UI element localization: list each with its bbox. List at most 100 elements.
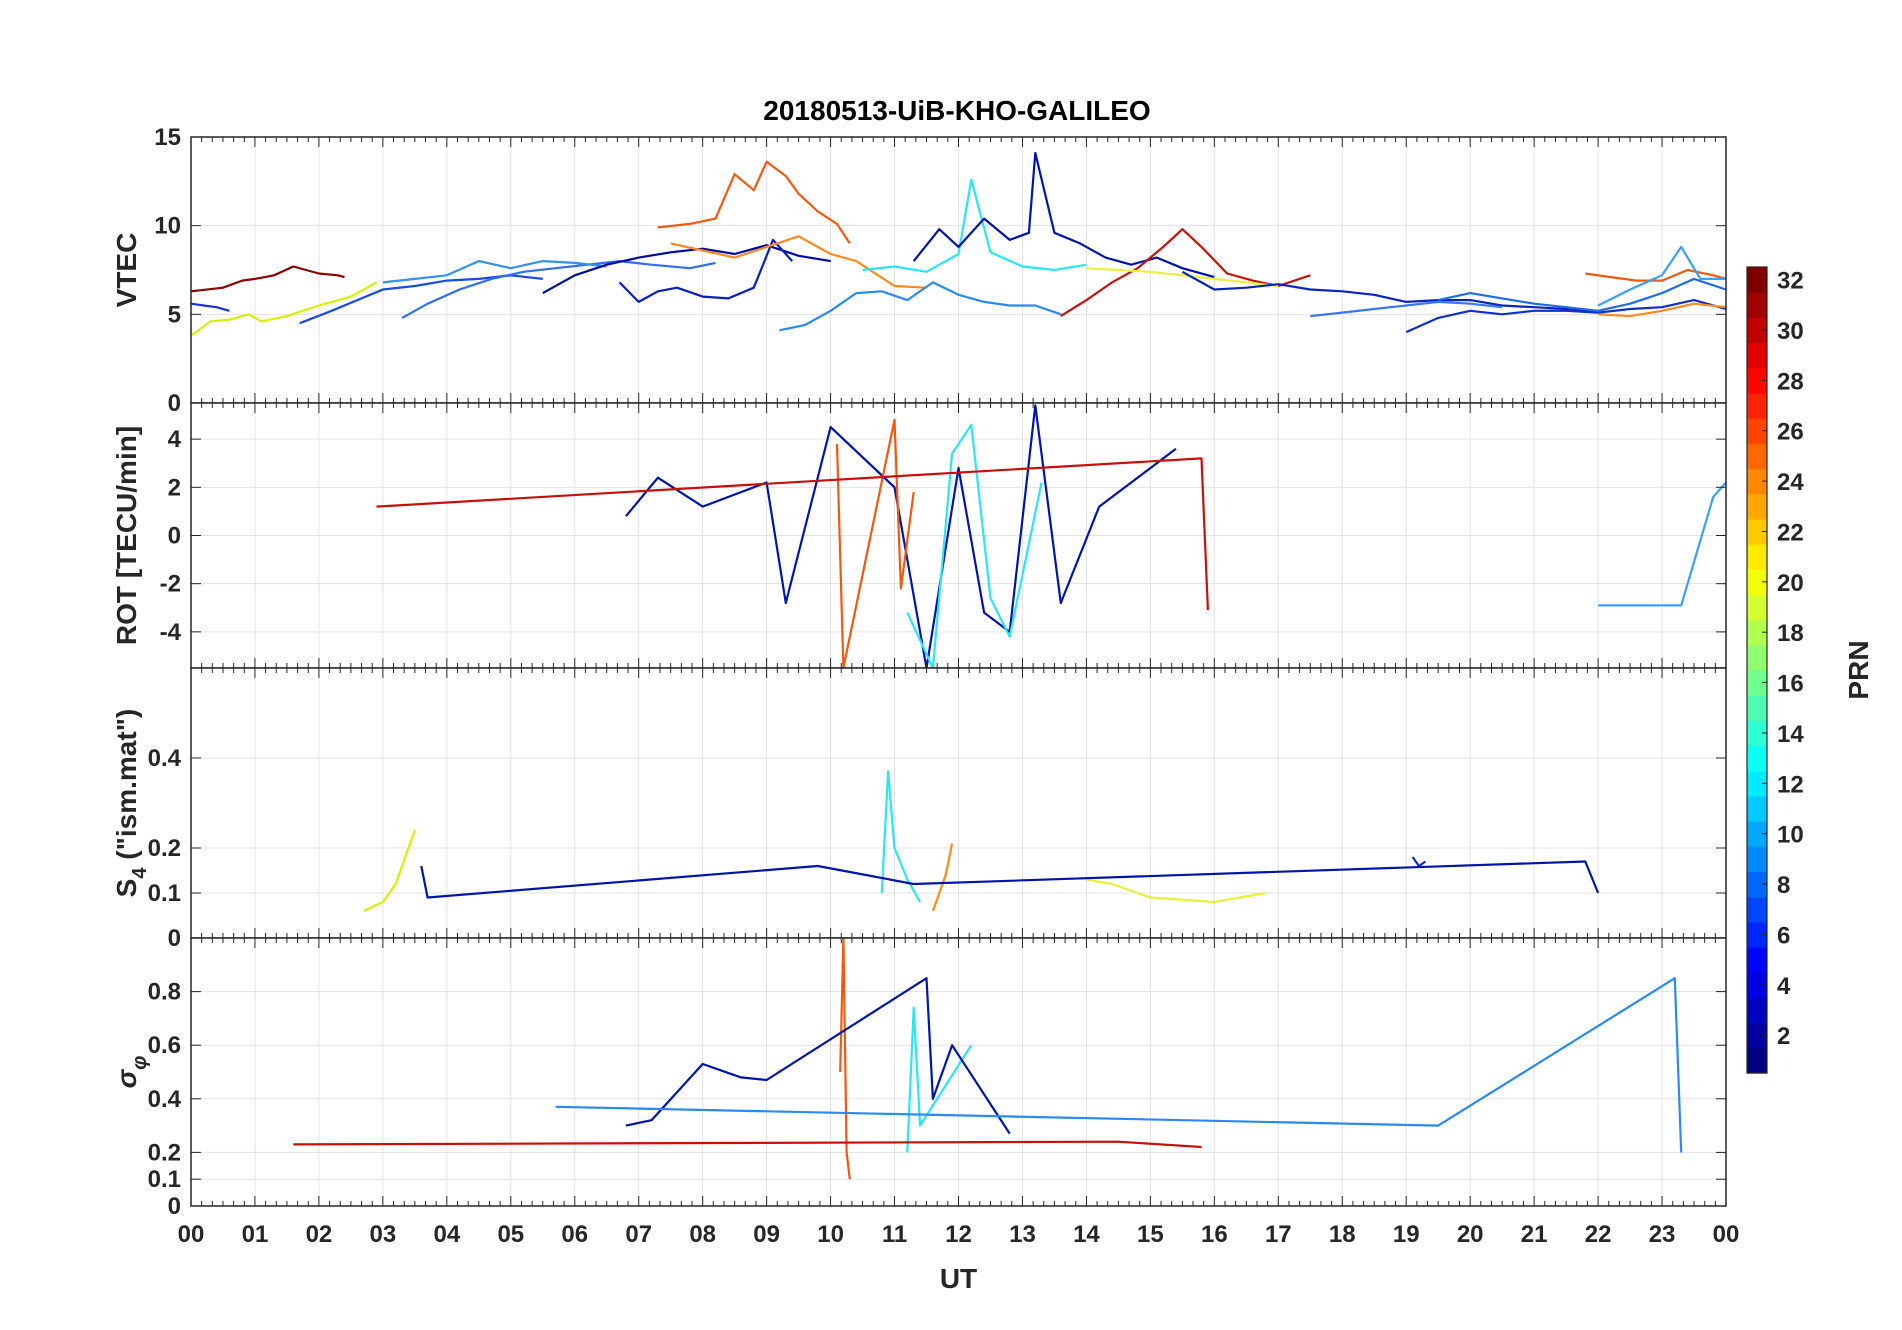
x-tick-label: 06 <box>561 1221 588 1248</box>
colorbar-segment <box>1747 947 1767 973</box>
series-line-8 <box>657 160 851 245</box>
x-tick-label: 00 <box>1713 1221 1740 1248</box>
x-tick-label: 08 <box>689 1221 716 1248</box>
colorbar-segment <box>1747 770 1767 797</box>
y-tick-label: 0.1 <box>148 880 181 907</box>
colorbar-tick-label: 28 <box>1777 368 1804 395</box>
x-tick-label: 12 <box>945 1221 972 1248</box>
x-tick-label: 01 <box>242 1221 269 1248</box>
y-axis-label: VTEC <box>111 233 142 308</box>
x-tick-label: 03 <box>370 1221 397 1248</box>
x-tick-label: 13 <box>1009 1221 1036 1248</box>
y-tick-label: 0 <box>168 390 181 417</box>
x-tick-label: 18 <box>1329 1221 1356 1248</box>
series-line-9 <box>670 235 927 289</box>
colorbar-frame <box>1746 266 1768 1074</box>
series-group <box>191 151 1726 337</box>
series-line-17 <box>1405 299 1726 334</box>
colorbar-tick-label: 20 <box>1777 570 1804 597</box>
series-line-4 <box>401 260 716 319</box>
series-line-2 <box>906 423 1043 668</box>
y-axis-label: S4 ("ism.mat") <box>111 709 151 898</box>
colorbar-segment <box>1747 745 1767 772</box>
y-tick-label: 2 <box>168 474 181 501</box>
series-line-4 <box>1598 481 1726 607</box>
colorbar-segment <box>1747 392 1767 419</box>
y-tick-label: 0.4 <box>148 1086 182 1113</box>
series-line-2 <box>931 843 954 912</box>
colorbar-tick-label: 26 <box>1777 419 1804 446</box>
panel-rot: -4 -2 0 2 4 ROT [TECU/min] <box>111 402 1727 669</box>
colorbar-tick-label: 24 <box>1777 469 1804 496</box>
colorbar-segment <box>1747 518 1767 545</box>
colorbar-segment <box>1747 342 1767 369</box>
x-tick-label: 19 <box>1393 1221 1420 1248</box>
x-tick-label: 15 <box>1137 1221 1164 1248</box>
series-group <box>293 938 1683 1180</box>
series-line-1 <box>906 1006 973 1153</box>
x-tick-label: 21 <box>1521 1221 1548 1248</box>
x-tick-label: 16 <box>1201 1221 1228 1248</box>
x-tick-label: 05 <box>497 1221 524 1248</box>
series-line-14 <box>1086 267 1279 288</box>
x-tick-label: 23 <box>1649 1221 1676 1248</box>
y-tick-label: 0.8 <box>148 979 181 1006</box>
colorbar-segment <box>1747 619 1767 646</box>
series-line-3 <box>1086 878 1266 904</box>
series-line-21 <box>1597 245 1726 307</box>
colorbar-tick-label: 16 <box>1777 671 1804 698</box>
colorbar-tick-label: 10 <box>1777 822 1804 849</box>
series-line-16 <box>1310 300 1503 318</box>
colorbar-segment <box>1747 292 1767 318</box>
x-tick-label: 17 <box>1265 1221 1292 1248</box>
y-tick-label: 0.6 <box>148 1032 181 1059</box>
colorbar-tick-label: 12 <box>1777 771 1804 798</box>
colorbar-segment <box>1747 267 1767 293</box>
series-line-7 <box>618 238 794 303</box>
colorbar-segment <box>1747 544 1767 570</box>
colorbar-label: PRN <box>1843 640 1874 699</box>
x-tick-label: 10 <box>817 1221 844 1248</box>
x-axis-label: UT <box>940 1263 977 1294</box>
colorbar-segment <box>1747 569 1767 596</box>
colorbar-segment <box>1747 644 1767 671</box>
series-line-19 <box>1585 268 1726 282</box>
series-line-12 <box>912 151 1215 279</box>
y-axis-label: ROT [TECU/min] <box>111 426 142 645</box>
colorbar-tick-label: 4 <box>1777 973 1791 1000</box>
series-line-0 <box>839 938 851 1180</box>
series-line-1 <box>880 770 922 903</box>
panel-sigma-phi: 00.10.2 0.4 0.6 0.8 σφ 00 01 02 03 04 05 06 07 08 09 10… <box>111 937 1740 1294</box>
colorbar-tick-label: 6 <box>1777 922 1790 949</box>
y-axis-label: σφ <box>111 1056 151 1089</box>
colorbar-segment <box>1747 821 1767 847</box>
y-tick-label: 0.4 <box>148 745 182 772</box>
colorbar-segment <box>1747 1022 1767 1049</box>
y-tick-label: 0.1 <box>148 1166 181 1193</box>
colorbar-segment <box>1747 1047 1767 1074</box>
series-line-4 <box>293 1140 1202 1149</box>
y-tick-label: 0.2 <box>148 1139 181 1166</box>
series-line-3 <box>555 977 1683 1153</box>
series-line-1 <box>191 281 378 337</box>
series-line-11 <box>862 178 1087 273</box>
colorbar-segment <box>1747 594 1767 621</box>
colorbar-segment <box>1747 972 1767 999</box>
x-tick-label: 22 <box>1585 1221 1612 1248</box>
x-tick-label: 14 <box>1073 1221 1100 1248</box>
colorbar-segment <box>1747 493 1767 520</box>
series-line-0 <box>625 404 1177 668</box>
x-tick-label: 02 <box>306 1221 333 1248</box>
y-tick-label: 0 <box>168 523 181 550</box>
colorbar-tick-label: 18 <box>1777 620 1804 647</box>
series-line-5 <box>382 260 607 284</box>
colorbar-segment <box>1747 418 1767 444</box>
series-line-2 <box>625 977 1011 1135</box>
panel-s4: 0 0.1 0.2 0.4S4 ("ism.mat") <box>111 667 1727 952</box>
colorbar-segment <box>1747 317 1767 344</box>
series-group <box>376 404 1726 668</box>
x-tick-label: 04 <box>433 1221 460 1248</box>
colorbar-tick-label: 8 <box>1777 872 1790 899</box>
colorbar-segment <box>1747 367 1767 394</box>
